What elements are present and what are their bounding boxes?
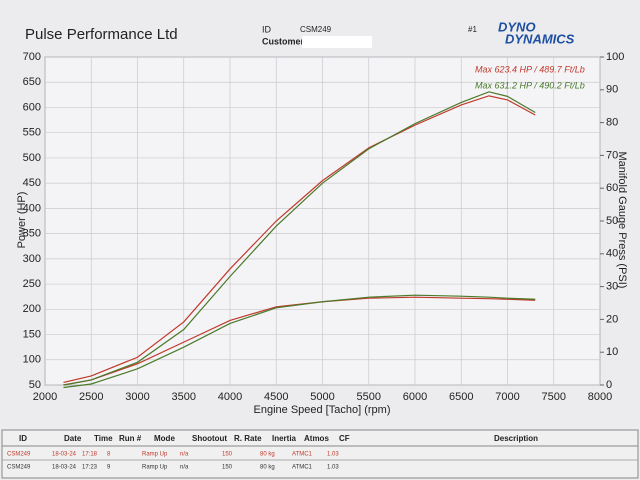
table-cell: n/a [180,452,189,458]
x-tick-label: 4000 [218,391,242,403]
table-cell: 1.03 [327,465,339,471]
y2-tick-label: 30 [606,281,618,293]
y-tick-label: 200 [23,303,41,315]
logo-bottom: DYNAMICS [505,31,575,46]
y2-axis-title: Manifold Gauge Press (PSI) [616,152,628,289]
table-cell: Ramp Up [142,452,168,458]
y-tick-label: 50 [29,379,41,391]
x-tick-label: 3000 [125,391,149,403]
y-tick-label: 150 [23,328,41,340]
table-cell: 150 [222,452,233,458]
table-header: Atmos [304,434,329,443]
y-tick-label: 250 [23,278,41,290]
table-frame [1,429,639,479]
power-curve [63,91,536,386]
x-tick-label: 4500 [264,391,288,403]
y-tick-label: 600 [23,101,41,113]
y2-tick-label: 10 [606,346,618,358]
y-tick-label: 400 [23,202,41,214]
table-cell: 17:23 [82,465,98,471]
table-header: Shootout [192,434,227,443]
id-value: CSM249 [300,25,332,34]
y2-tick-label: 0 [606,379,612,391]
legend-entry: Max 623.4 HP / 489.7 Ft/Lb [475,64,585,74]
y-tick-label: 700 [23,51,41,63]
y-axis-title: Power (HP) [16,192,28,249]
x-tick-label: 8000 [588,391,612,403]
table-cell: CSM249 [7,452,31,458]
table-cell: 18-03-24 [52,465,77,471]
table-cell: 150 [222,465,233,471]
table-cell: 18-03-24 [52,452,77,458]
table-header: CF [339,434,350,443]
y2-tick-label: 90 [606,84,618,96]
y-tick-label: 300 [23,253,41,265]
y-tick-label: 350 [23,228,41,240]
y2-tick-label: 70 [606,149,618,161]
y-tick-label: 100 [23,354,41,366]
table-cell: 80 kg [260,452,275,458]
torque-curve [63,294,536,389]
x-tick-label: 6500 [449,391,473,403]
table-cell: ATMC1 [292,465,313,471]
table-header: R. Rate [234,434,262,443]
power-curve [63,95,536,384]
table-cell: 8 [107,452,111,458]
y2-tick-label: 60 [606,182,618,194]
x-tick-label: 7000 [495,391,519,403]
table-cell: n/a [180,465,189,471]
table-header: Run # [119,434,142,443]
x-tick-label: 7500 [542,391,566,403]
table-header: Date [64,434,82,443]
x-tick-label: 5500 [357,391,381,403]
y-tick-label: 500 [23,152,41,164]
table-cell: ATMC1 [292,452,313,458]
id-label: ID [262,24,272,34]
redaction [302,36,372,48]
logo-top: DYNO [498,19,536,34]
x-tick-label: 2500 [79,391,103,403]
table-header: Inertia [272,434,297,443]
x-tick-label: 6000 [403,391,427,403]
table-header: Description [494,434,538,443]
table-cell: 80 kg [260,465,275,471]
y-tick-label: 650 [23,76,41,88]
y2-tick-label: 50 [606,215,618,227]
x-axis-title: Engine Speed [Tacho] (rpm) [254,404,391,416]
y2-tick-label: 80 [606,117,618,129]
table-cell: CSM249 [7,465,31,471]
company: Pulse Performance Ltd [25,26,178,43]
y-tick-label: 550 [23,127,41,139]
table-cell: 9 [107,465,111,471]
table-header: ID [19,434,27,443]
y2-tick-label: 20 [606,313,618,325]
legend-entry: Max 631.2 HP / 490.2 Ft/Lb [475,80,585,90]
table-cell: Ramp Up [142,465,168,471]
run-no: #1 [468,25,477,34]
y2-tick-label: 100 [606,51,624,63]
customer-label: Customer [262,36,305,46]
table-cell: 17:18 [82,452,98,458]
table-header: Mode [154,434,175,443]
x-tick-label: 5000 [310,391,334,403]
y-tick-label: 450 [23,177,41,189]
x-tick-label: 2000 [33,391,57,403]
y2-tick-label: 40 [606,248,618,260]
x-tick-label: 3500 [172,391,196,403]
table-cell: 1.03 [327,452,339,458]
table-header: Time [94,434,113,443]
